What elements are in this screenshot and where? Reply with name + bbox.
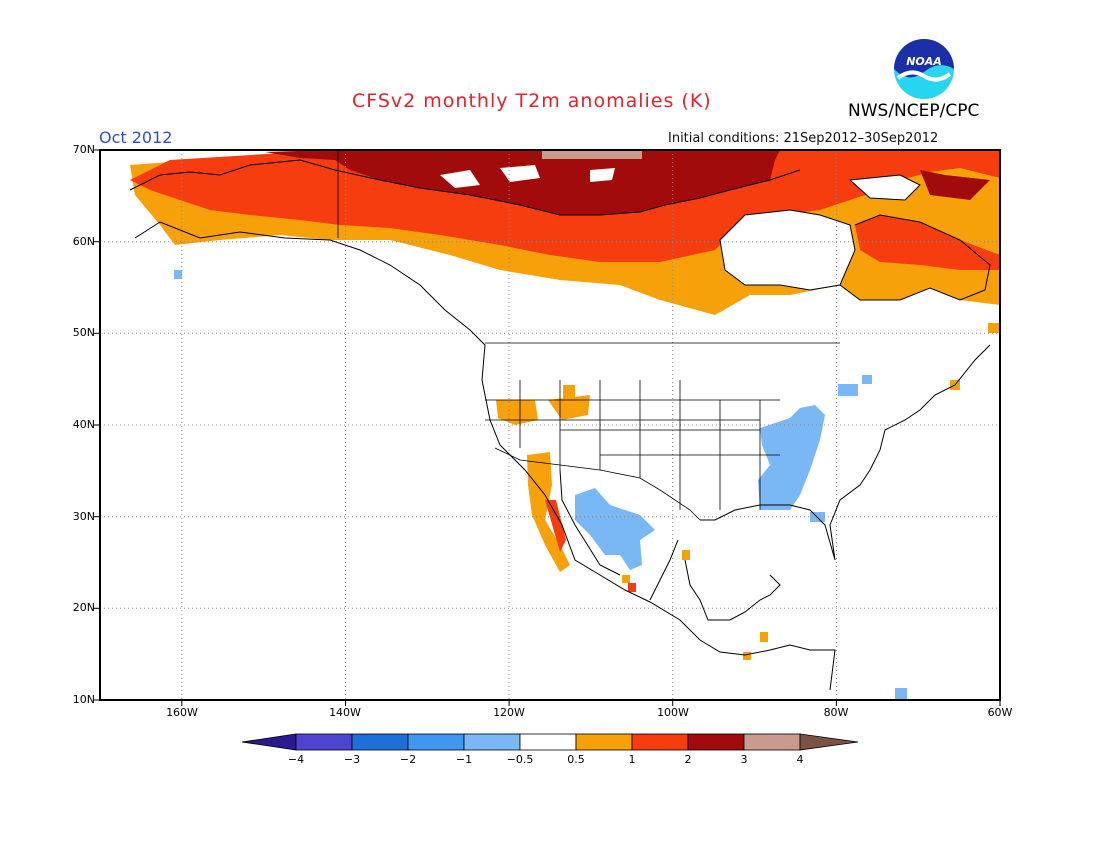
noaa-logo: NOAA <box>894 39 954 99</box>
colorbar-tick: 0.5 <box>567 753 585 766</box>
lon-label: 100W <box>657 706 689 719</box>
colorbar-tick: −2 <box>399 753 417 766</box>
colorbar-tick: −3 <box>343 753 361 766</box>
anomaly-band-west-positive <box>496 323 1000 660</box>
anomaly-band-2-3 <box>265 150 990 215</box>
coastlines <box>129 159 991 691</box>
lat-label: 20N <box>72 601 95 614</box>
colorbar-tick: −4 <box>287 753 305 766</box>
colorbar-swatch <box>407 733 465 751</box>
anomaly-band-negative <box>174 270 907 700</box>
anomaly-band-1-2 <box>130 150 1000 270</box>
agency-label: NWS/NCEP/CPC <box>848 101 980 121</box>
colorbar-tick: 4 <box>796 753 804 766</box>
map-frame <box>99 149 1001 701</box>
colorbar-swatch <box>519 733 577 751</box>
lon-label: 160W <box>166 706 198 719</box>
colorbar-swatch <box>631 733 689 751</box>
lat-label: 40N <box>72 418 95 431</box>
colorbar-swatch <box>687 733 745 751</box>
colorbar-swatch <box>351 733 409 751</box>
map-title: CFSv2 monthly T2m anomalies (K) <box>352 90 712 112</box>
axis-ticks <box>94 149 1001 706</box>
lon-label: 120W <box>493 706 525 719</box>
colorbar-high-arrow <box>799 733 859 751</box>
lat-label: 60N <box>72 235 95 248</box>
colorbar-tick: 2 <box>684 753 692 766</box>
graticule <box>100 150 1000 700</box>
colorbar-low-arrow <box>241 733 297 751</box>
colorbar-swatch <box>575 733 633 751</box>
lat-label: 10N <box>72 693 95 706</box>
lat-label: 50N <box>72 326 95 339</box>
forecast-month: Oct 2012 <box>99 128 173 147</box>
colorbar-swatch <box>743 733 801 751</box>
anomaly-band-0.5-1 <box>130 150 1000 315</box>
lat-label: 70N <box>72 143 95 156</box>
anomaly-band-3-4 <box>542 150 642 159</box>
colorbar-tick: −1 <box>455 753 473 766</box>
lon-label: 140W <box>329 706 361 719</box>
colorbar-tick: 3 <box>740 753 748 766</box>
svg-text:NOAA: NOAA <box>906 55 942 68</box>
colorbar-tick: −0.5 <box>506 753 534 766</box>
lon-label: 60W <box>987 706 1013 719</box>
colorbar-tick: 1 <box>628 753 636 766</box>
lat-label: 30N <box>72 510 95 523</box>
initial-conditions: Initial conditions: 21Sep2012–30Sep2012 <box>668 131 939 146</box>
colorbar-swatch <box>463 733 521 751</box>
borders <box>337 150 840 521</box>
lon-label: 80W <box>823 706 849 719</box>
no-anomaly-areas <box>440 165 920 290</box>
colorbar-swatch <box>295 733 353 751</box>
colorbar <box>241 733 859 751</box>
